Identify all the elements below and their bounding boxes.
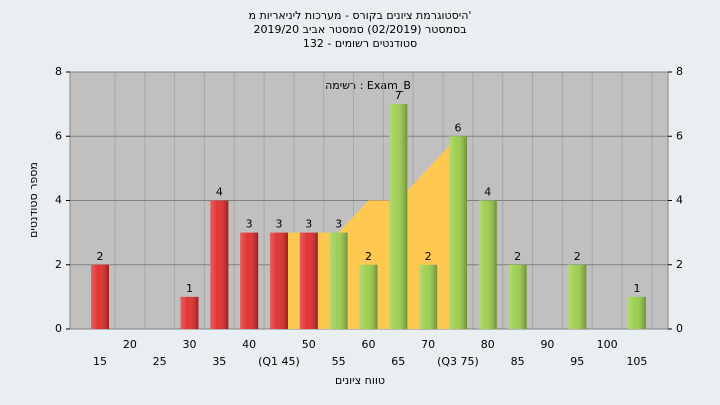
x-tick-label: (Q1 45) [258, 355, 300, 368]
bar-shade [299, 232, 318, 329]
data-label: 4 [484, 186, 491, 199]
bar-shade [359, 264, 378, 329]
data-label: 2 [365, 250, 372, 263]
data-label: 3 [305, 218, 312, 231]
bar-shade [478, 200, 497, 329]
bar-shade [448, 136, 467, 329]
x-tick-label: 105 [626, 355, 647, 368]
data-label: 3 [335, 218, 342, 231]
y-tick-label: 4 [55, 194, 62, 207]
bar-shade [389, 104, 408, 329]
area [278, 136, 458, 329]
x-tick-label: 55 [332, 355, 346, 368]
bar-shade [240, 232, 259, 329]
data-label: 1 [633, 282, 640, 295]
bar-shade [508, 264, 527, 329]
x-tick-label: 25 [153, 355, 167, 368]
x-tick-label: 95 [570, 355, 584, 368]
x-tick-label: 65 [391, 355, 405, 368]
y-tick-label: 0 [55, 322, 62, 335]
bar-shade [210, 200, 229, 329]
x-tick-label: 85 [511, 355, 525, 368]
y-tick-label: 2 [55, 258, 62, 271]
chart-title: היסטוגרמת ציונים בקורס - מערכות ליניאריו… [249, 9, 472, 22]
bar-shade [180, 296, 199, 329]
data-label: 1 [186, 282, 193, 295]
subtitle: סטודנטים רשומים - 132 [303, 37, 417, 50]
data-label: 7 [395, 89, 402, 102]
x-tick-label: 60 [361, 338, 375, 351]
bar-shade [568, 264, 587, 329]
data-label: 4 [216, 186, 223, 199]
annotation: רשימה : Exam_B [325, 79, 411, 92]
bar-shade [91, 264, 109, 329]
y-tick-label: 6 [55, 129, 62, 142]
x-tick-label: 70 [421, 338, 435, 351]
y2-tick-label: 2 [676, 258, 683, 271]
bar-shade [627, 296, 646, 329]
data-label: 6 [454, 121, 461, 134]
data-label: 2 [574, 250, 581, 263]
x-tick-label: 20 [123, 338, 137, 351]
x-tick-label: 50 [302, 338, 316, 351]
x-tick-label: 15 [93, 355, 107, 368]
x-axis-label: טווח ציונים [335, 374, 385, 387]
data-label: 2 [514, 250, 521, 263]
bar-shade [419, 264, 438, 329]
data-label: 2 [97, 250, 104, 263]
data-label: 3 [246, 218, 253, 231]
y2-tick-label: 8 [676, 65, 683, 78]
bar-shade [269, 232, 288, 329]
x-tick-label: 40 [242, 338, 256, 351]
y2-tick-label: 0 [676, 322, 683, 335]
x-tick-label: 80 [481, 338, 495, 351]
x-tick-label: (Q3 75) [437, 355, 479, 368]
y2-tick-label: 4 [676, 194, 683, 207]
x-tick-label: 100 [597, 338, 618, 351]
bar-shade [329, 232, 348, 329]
x-tick-label: 35 [212, 355, 226, 368]
y2-tick-label: 6 [676, 129, 683, 142]
y-axis-label: מספר סטודנטים [27, 162, 40, 238]
y-tick-label: 8 [55, 65, 62, 78]
subtitle: בסמסטר (02/2019) סמסטר אביב 2019/20 [253, 23, 466, 36]
x-tick-label: 90 [540, 338, 554, 351]
x-tick-label: 30 [182, 338, 196, 351]
data-label: 2 [425, 250, 432, 263]
data-label: 3 [275, 218, 282, 231]
